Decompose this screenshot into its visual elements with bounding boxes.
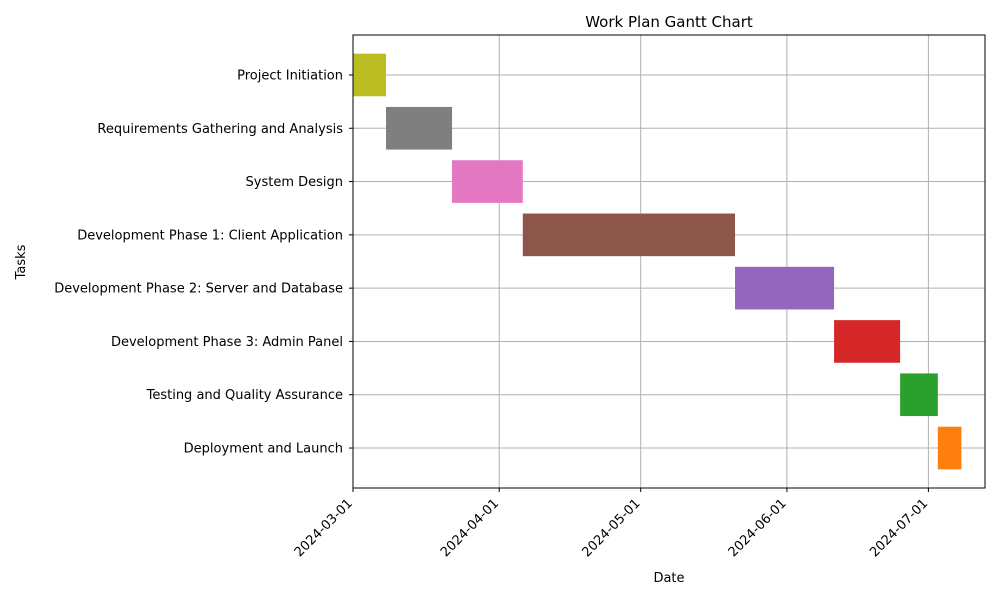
plot-frame bbox=[352, 34, 986, 489]
y-ticks: Project Initiation Requirements Gathering… bbox=[54, 68, 353, 457]
task-bar bbox=[452, 160, 523, 203]
x-axis-label: Date bbox=[653, 571, 684, 586]
y-tick-label: Project Initiation bbox=[237, 68, 343, 83]
task-bar bbox=[735, 266, 835, 310]
task-bar bbox=[386, 106, 453, 150]
task-bar bbox=[937, 426, 962, 470]
y-tick-label: Requirements Gathering and Analysis bbox=[97, 122, 343, 137]
x-tick-label: 2024-03-01 bbox=[292, 496, 356, 560]
y-tick-label: Testing and Quality Assurance bbox=[146, 388, 343, 403]
y-axis-label: Tasks bbox=[14, 244, 29, 280]
x-tick-label: 2024-05-01 bbox=[579, 496, 643, 560]
y-tick-label: System Design bbox=[246, 175, 344, 190]
y-tick-label: Development Phase 1: Client Application bbox=[77, 228, 343, 243]
bars bbox=[353, 53, 962, 470]
task-bar bbox=[522, 213, 736, 257]
x-ticks: 2024-03-01 2024-04-01 2024-05-01 2024-06-01… bbox=[292, 488, 931, 560]
x-tick-label: 2024-04-01 bbox=[438, 496, 502, 560]
y-tick-label: Development Phase 3: Admin Panel bbox=[111, 335, 343, 350]
grid bbox=[352, 35, 985, 488]
y-tick-label: Deployment and Launch bbox=[184, 442, 343, 457]
task-bar bbox=[900, 373, 938, 417]
chart-title: Work Plan Gantt Chart bbox=[585, 13, 753, 31]
task-bar bbox=[834, 320, 901, 363]
x-tick-label: 2024-06-01 bbox=[726, 496, 790, 560]
task-bar bbox=[353, 53, 387, 97]
y-tick-label: Development Phase 2: Server and Database bbox=[54, 282, 343, 297]
x-tick-label: 2024-07-01 bbox=[867, 496, 931, 560]
